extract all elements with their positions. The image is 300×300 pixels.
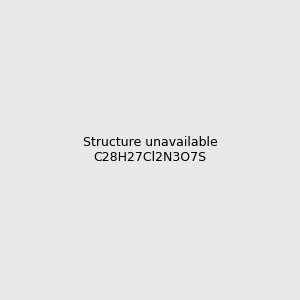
Text: Structure unavailable
C28H27Cl2N3O7S: Structure unavailable C28H27Cl2N3O7S xyxy=(82,136,218,164)
